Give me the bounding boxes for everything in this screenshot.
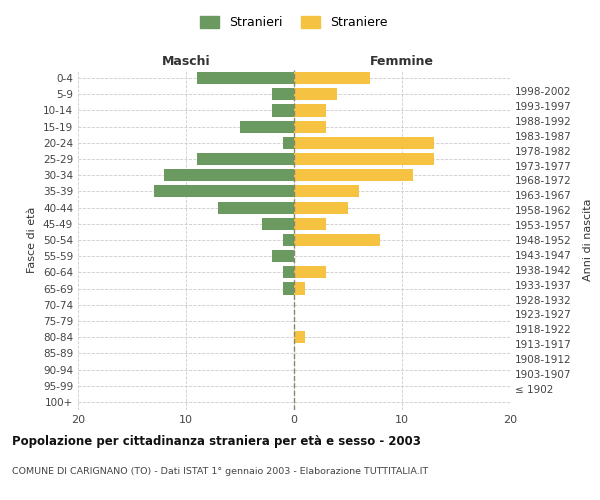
Y-axis label: Fasce di età: Fasce di età bbox=[28, 207, 37, 273]
Bar bbox=[294, 104, 326, 117]
Bar bbox=[164, 169, 294, 181]
Bar bbox=[294, 266, 326, 278]
Bar bbox=[294, 202, 348, 213]
Bar bbox=[294, 72, 370, 84]
Bar bbox=[294, 137, 434, 149]
Bar bbox=[294, 153, 434, 165]
Bar bbox=[262, 218, 294, 230]
Bar bbox=[294, 234, 380, 246]
Bar bbox=[294, 186, 359, 198]
Text: Maschi: Maschi bbox=[161, 56, 211, 68]
Bar bbox=[283, 234, 294, 246]
Bar bbox=[272, 88, 294, 101]
Text: COMUNE DI CARIGNANO (TO) - Dati ISTAT 1° gennaio 2003 - Elaborazione TUTTITALIA.: COMUNE DI CARIGNANO (TO) - Dati ISTAT 1°… bbox=[12, 468, 428, 476]
Text: Popolazione per cittadinanza straniera per età e sesso - 2003: Popolazione per cittadinanza straniera p… bbox=[12, 435, 421, 448]
Bar bbox=[294, 218, 326, 230]
Bar bbox=[294, 169, 413, 181]
Bar bbox=[283, 266, 294, 278]
Bar bbox=[294, 120, 326, 132]
Bar bbox=[218, 202, 294, 213]
Bar bbox=[197, 153, 294, 165]
Bar bbox=[197, 72, 294, 84]
Bar bbox=[294, 282, 305, 294]
Bar bbox=[283, 137, 294, 149]
Bar bbox=[154, 186, 294, 198]
Text: Femmine: Femmine bbox=[370, 56, 434, 68]
Bar bbox=[272, 104, 294, 117]
Bar bbox=[272, 250, 294, 262]
Legend: Stranieri, Straniere: Stranieri, Straniere bbox=[196, 11, 392, 34]
Bar bbox=[283, 282, 294, 294]
Bar bbox=[240, 120, 294, 132]
Y-axis label: Anni di nascita: Anni di nascita bbox=[583, 198, 593, 281]
Bar bbox=[294, 88, 337, 101]
Bar bbox=[294, 331, 305, 343]
